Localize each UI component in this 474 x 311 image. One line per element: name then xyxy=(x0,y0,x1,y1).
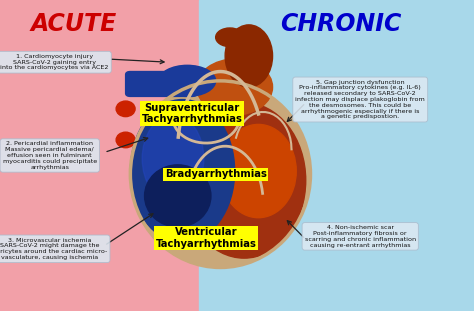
Ellipse shape xyxy=(159,65,216,96)
Ellipse shape xyxy=(220,124,296,218)
Ellipse shape xyxy=(197,59,273,115)
Text: ACUTE: ACUTE xyxy=(30,12,117,36)
Text: Bradyarrhythmias: Bradyarrhythmias xyxy=(165,169,266,179)
Ellipse shape xyxy=(145,165,211,227)
FancyBboxPatch shape xyxy=(126,72,197,96)
Text: 5. Gap junction dysfunction
Pro-inflammatory cytokines (e.g. IL-6)
released seco: 5. Gap junction dysfunction Pro-inflamma… xyxy=(295,80,425,119)
Ellipse shape xyxy=(182,103,306,258)
Text: CHRONIC: CHRONIC xyxy=(281,12,402,36)
Ellipse shape xyxy=(130,81,310,267)
Ellipse shape xyxy=(216,28,244,47)
Text: Ventricular
Tachyarrhythmias: Ventricular Tachyarrhythmias xyxy=(156,227,256,249)
Ellipse shape xyxy=(130,100,235,243)
Text: Supraventricular
Tachyarrhythmias: Supraventricular Tachyarrhythmias xyxy=(142,103,242,124)
Text: 4. Non-ischemic scar
Post-inflammatory fibrosis or
scarring and chronic inflamma: 4. Non-ischemic scar Post-inflammatory f… xyxy=(305,225,416,248)
Bar xyxy=(0,0,199,311)
Ellipse shape xyxy=(116,101,135,117)
Text: 2. Pericardial inflammation
Massive pericardial edema/
effusion seen in fulminan: 2. Pericardial inflammation Massive peri… xyxy=(3,142,97,169)
Ellipse shape xyxy=(225,25,273,87)
Ellipse shape xyxy=(116,132,135,148)
Bar xyxy=(199,0,474,311)
Ellipse shape xyxy=(142,115,204,202)
Text: 3. Microvascular ischemia
SARS-CoV-2 might damage the
pericytes around the cardi: 3. Microvascular ischemia SARS-CoV-2 mig… xyxy=(0,238,108,260)
Text: 1. Cardiomyocyte injury
SARS-CoV-2 gaining entry
into the cardiomyocytes via ACE: 1. Cardiomyocyte injury SARS-CoV-2 gaini… xyxy=(0,54,109,71)
